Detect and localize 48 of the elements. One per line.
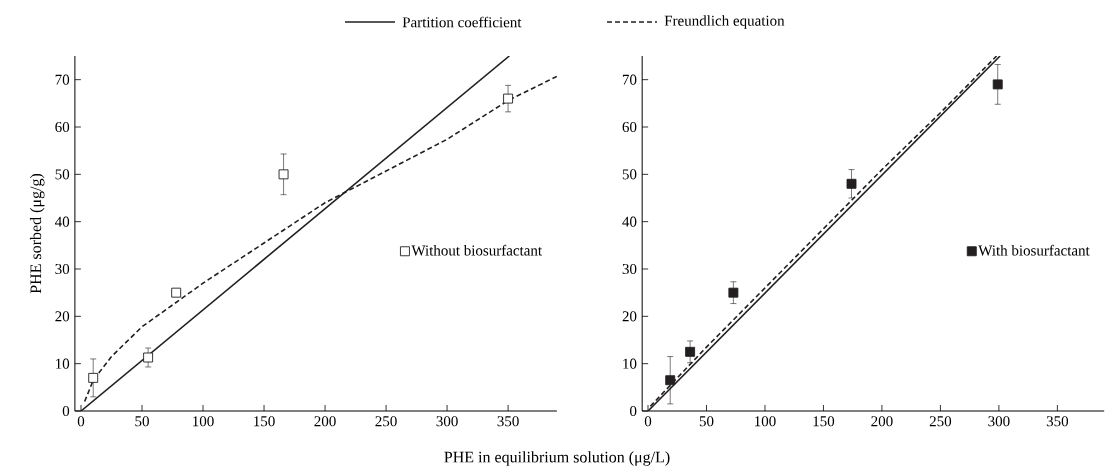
y-tick-label: 60 bbox=[622, 121, 637, 133]
legend-label: Freundlich equation bbox=[664, 15, 785, 29]
y-tick-label: 40 bbox=[55, 216, 70, 227]
legend-label: Partition coefficient bbox=[402, 16, 522, 28]
x-tick-label: 350 bbox=[1046, 416, 1069, 427]
y-tick-label: 0 bbox=[62, 405, 70, 417]
y-tick-label: 50 bbox=[622, 169, 637, 180]
x-tick-label: 0 bbox=[644, 416, 652, 427]
y-tick-label: 70 bbox=[622, 74, 637, 85]
point bbox=[503, 93, 514, 104]
y-tick-label: 0 bbox=[630, 405, 637, 417]
point bbox=[171, 287, 182, 298]
point bbox=[665, 375, 676, 386]
y-tick-label: 10 bbox=[56, 358, 70, 369]
point bbox=[278, 169, 289, 180]
x-tick-label: 150 bbox=[813, 416, 835, 427]
y-tick-label: 50 bbox=[55, 169, 70, 180]
y-tick-label: 40 bbox=[622, 216, 637, 227]
x-tick-label: 200 bbox=[314, 416, 336, 427]
x-tick-label: 50 bbox=[135, 416, 149, 427]
x-tick-label: 0 bbox=[77, 416, 85, 427]
y-tick-label: 60 bbox=[55, 121, 70, 133]
x-tick-label: 200 bbox=[871, 416, 893, 427]
y-tick-label: 30 bbox=[55, 263, 70, 275]
y-tick-label: 70 bbox=[55, 74, 70, 85]
legend-label: With biosurfactant bbox=[978, 244, 1090, 256]
point bbox=[728, 287, 739, 298]
point bbox=[685, 346, 696, 357]
x-tick-label: 250 bbox=[929, 416, 952, 427]
legend-label: Without biosurfactant bbox=[411, 244, 542, 256]
x-tick-label: 50 bbox=[699, 416, 714, 427]
x-tick-label: 250 bbox=[375, 416, 397, 427]
x-tick-label: 350 bbox=[497, 416, 519, 427]
y-tick-label: 20 bbox=[55, 311, 70, 322]
y-tick-label: 30 bbox=[622, 263, 637, 275]
x-tick-label: 100 bbox=[193, 416, 214, 427]
y-axis-title: PHE sorbed (μg/g) bbox=[29, 173, 45, 294]
y-tick-label: 10 bbox=[623, 358, 637, 369]
point bbox=[992, 79, 1003, 90]
y-tick-label: 20 bbox=[622, 311, 637, 322]
x-tick-label: 100 bbox=[755, 416, 776, 427]
x-tick-label: 300 bbox=[988, 416, 1010, 427]
point bbox=[846, 178, 857, 189]
x-tick-label: 150 bbox=[254, 416, 275, 427]
x-axis-title: PHE in equilibrium solution (μg/L) bbox=[444, 451, 670, 466]
point bbox=[143, 352, 154, 363]
point bbox=[88, 372, 99, 383]
x-tick-label: 300 bbox=[436, 416, 458, 427]
